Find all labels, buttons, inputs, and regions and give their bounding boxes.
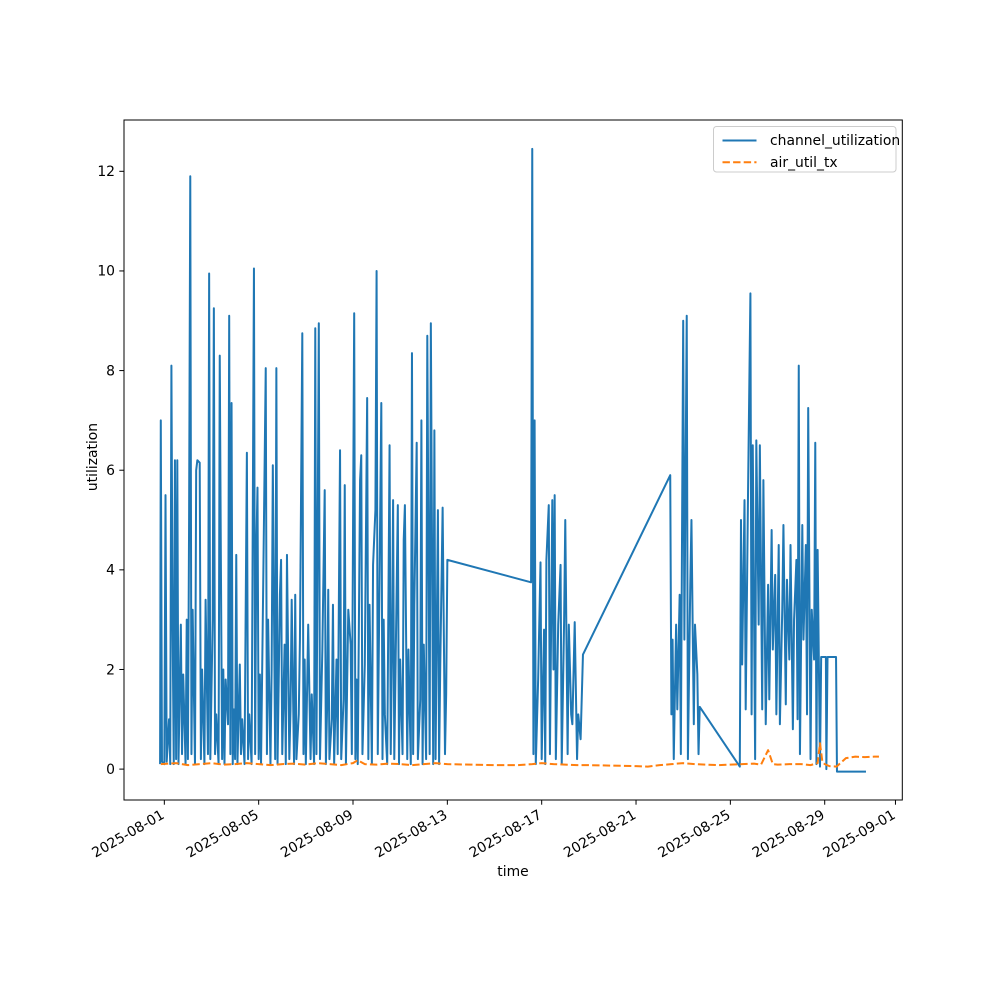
x-tick-label: 2025-08-29: [750, 807, 828, 861]
x-tick-label: 2025-08-05: [184, 807, 262, 861]
legend-label-air-util-tx: air_util_tx: [770, 155, 838, 171]
y-tick-label: 4: [106, 563, 115, 579]
x-tick-label: 2025-09-01: [821, 807, 899, 861]
y-axis-label: utilization: [85, 423, 101, 491]
x-tick-label: 2025-08-21: [561, 807, 639, 861]
x-tick-label: 2025-08-09: [278, 807, 356, 861]
x-axis-ticks: 2025-08-01 2025-08-05 2025-08-09 2025-08-13…: [89, 800, 898, 861]
y-tick-label: 8: [106, 363, 115, 379]
y-tick-label: 0: [106, 762, 115, 778]
x-tick-label: 2025-08-01: [89, 807, 167, 861]
y-tick-label: 10: [97, 264, 115, 280]
x-tick-label: 2025-08-25: [655, 807, 733, 861]
y-axis-ticks: 0 2 4 6 8 10 12: [97, 164, 124, 778]
y-tick-label: 2: [106, 662, 115, 678]
x-axis-label: time: [497, 864, 528, 880]
y-tick-label: 6: [106, 463, 115, 479]
series-line-channel_utilization: [159, 147, 866, 773]
legend-border: [713, 126, 897, 173]
x-tick-label: 2025-08-13: [372, 807, 450, 861]
legend: channel_utilization air_util_tx: [713, 126, 900, 173]
series-group: [159, 147, 879, 773]
y-tick-label: 12: [97, 164, 115, 180]
series-line-air_util_tx: [160, 742, 879, 768]
legend-label-channel-utilization: channel_utilization: [770, 133, 900, 149]
x-tick-label: 2025-08-17: [467, 807, 545, 861]
